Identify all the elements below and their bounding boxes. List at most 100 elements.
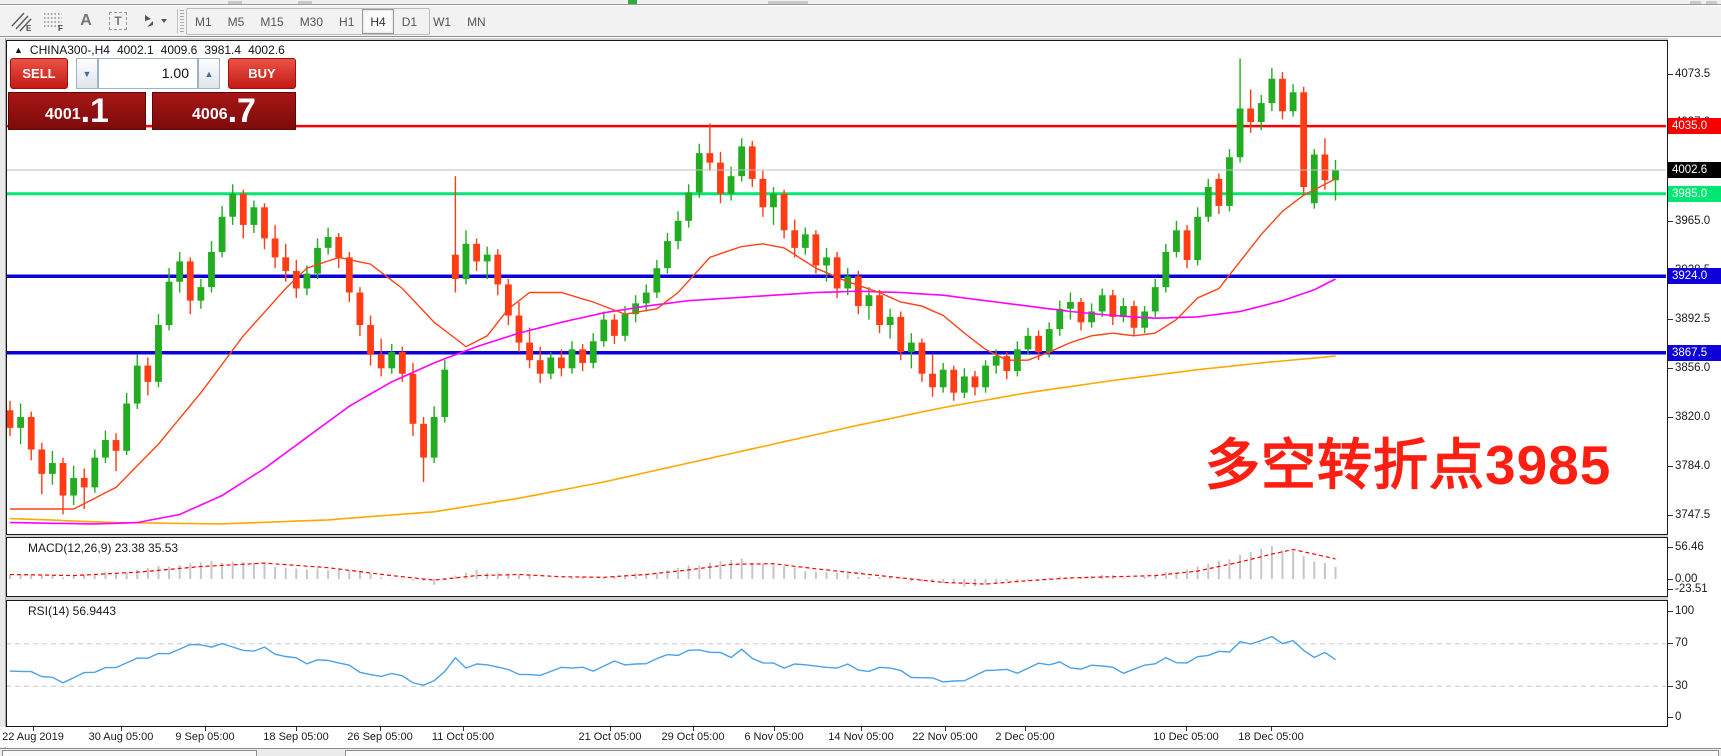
candle-body: [1098, 295, 1106, 312]
candle-body: [907, 342, 915, 353]
sliver-mark: [768, 1, 808, 4]
toolbar-separator: [177, 9, 178, 33]
date-label: 26 Sep 05:00: [347, 731, 413, 743]
candle-body: [939, 369, 947, 388]
candle-body: [801, 234, 809, 248]
candle-body: [1321, 154, 1329, 181]
rsi-tick-70: 70: [1675, 637, 1688, 649]
candle-body: [1332, 169, 1339, 181]
tf-button-w1[interactable]: W1: [433, 14, 452, 29]
macd-pane[interactable]: [6, 537, 1668, 597]
ohlc-low: 3981.4: [204, 43, 242, 57]
axis-tick-mark: [1668, 643, 1673, 644]
candle-body: [515, 315, 523, 343]
candle-body: [918, 342, 926, 374]
candle-body: [1236, 108, 1244, 158]
volume-input[interactable]: 1.00: [98, 58, 198, 89]
tf-button-m15[interactable]: M15: [260, 14, 284, 29]
buy-button[interactable]: BUY: [228, 58, 296, 89]
candle-body: [409, 373, 417, 424]
candle-body: [770, 193, 777, 208]
candle-body: [208, 251, 215, 288]
candle-body: [1056, 308, 1064, 330]
candle-body: [791, 230, 799, 248]
time-axis[interactable]: 22 Aug 2019 30 Aug 05:00 9 Sep 05:00 18 Sep…: [0, 727, 1721, 747]
candle-body: [929, 373, 936, 388]
fibonacci-retracement-icon[interactable]: F: [40, 8, 68, 34]
sliver-mark: [228, 1, 242, 4]
tf-button-m1[interactable]: M1: [195, 14, 212, 29]
sliver-green-icon: [628, 0, 637, 4]
candle-body: [547, 357, 555, 374]
svg-text:F: F: [58, 24, 63, 32]
axis-tick-mark: [1668, 515, 1673, 516]
timeframe-group: M1 M5 M15 M30 H1 H4 D1 W1 MN: [186, 8, 486, 35]
tf-button-d1[interactable]: D1: [401, 14, 418, 29]
text-label-icon[interactable]: T: [104, 8, 132, 34]
volume-decrease-button[interactable]: ▼: [76, 58, 98, 89]
candle-body: [1024, 335, 1032, 350]
price-scale-column[interactable]: [1668, 38, 1721, 747]
date-label: 10 Dec 05:00: [1153, 731, 1219, 743]
candle-body: [1003, 356, 1011, 372]
candle-body: [568, 349, 576, 369]
candle-body: [7, 410, 14, 428]
svg-text:E: E: [26, 24, 32, 32]
sell-button[interactable]: SELL: [10, 58, 68, 89]
date-tick-mark: [693, 727, 694, 731]
toolbar-drag-handle[interactable]: [180, 10, 184, 32]
candle-body: [558, 357, 565, 369]
buy-price-main: 4006: [192, 106, 228, 123]
candle-body: [674, 220, 682, 242]
candle-body: [155, 325, 162, 382]
candle-body: [462, 243, 470, 280]
axis-tick-mark: [1668, 368, 1673, 369]
date-label: 6 Nov 05:00: [744, 731, 804, 743]
price-line-label-3985.0: 3985.0: [1668, 186, 1721, 202]
buy-price-frac: .7: [227, 92, 256, 130]
axis-tick-mark: [1668, 466, 1673, 467]
axis-tick-mark: [1668, 579, 1673, 580]
tf-button-m30[interactable]: M30: [299, 14, 324, 29]
toolbar: E F A T M1 M5 M15 M30 H1 H4 D1 W1 MN: [0, 6, 1721, 37]
volume-increase-button[interactable]: ▲: [198, 58, 220, 89]
date-tick-mark: [861, 727, 862, 731]
ma-mid-line: [9, 278, 1336, 525]
equidistant-channel-icon[interactable]: E: [8, 8, 36, 34]
candle-body: [59, 463, 67, 496]
sell-price-display[interactable]: 4001 .1: [8, 92, 146, 130]
collapse-panel-icon[interactable]: ▲: [14, 45, 23, 55]
candle-body: [218, 216, 226, 252]
candle-body: [250, 207, 258, 225]
rsi-pane[interactable]: [6, 600, 1668, 727]
date-tick-mark: [205, 727, 206, 731]
candle-body: [1300, 92, 1308, 187]
date-label: 11 Oct 05:00: [431, 731, 495, 743]
candle-body: [695, 153, 703, 193]
macd-tick-56.46: 56.46: [1675, 541, 1704, 553]
arrows-icon[interactable]: [136, 8, 172, 34]
candle-body: [706, 153, 714, 163]
tf-button-h1[interactable]: H1: [339, 14, 355, 29]
candle-body: [441, 369, 449, 418]
price-tick-3747.5: 3747.5: [1675, 509, 1711, 521]
main-chart-layer: [7, 58, 1666, 525]
tf-button-h4[interactable]: H4: [362, 9, 394, 34]
text-icon[interactable]: A: [80, 12, 92, 29]
macd-label: MACD(12,26,9) 23.38 35.53: [28, 541, 179, 555]
buy-price-display[interactable]: 4006 .7: [152, 92, 296, 130]
candle-body: [197, 287, 205, 301]
tf-button-m5[interactable]: M5: [227, 14, 245, 29]
axis-tick-mark: [1668, 717, 1673, 718]
candle-body: [229, 193, 237, 217]
candle-body: [292, 270, 300, 289]
candle-body: [632, 303, 640, 315]
axis-tick-mark: [1668, 74, 1673, 75]
rsi-tick-100: 100: [1675, 605, 1695, 617]
tf-button-mn[interactable]: MN: [467, 14, 486, 29]
date-label: 21 Oct 05:00: [578, 731, 642, 743]
candle-body: [1141, 311, 1149, 328]
ohlc-open: 4002.1: [116, 43, 154, 57]
axis-tick-mark: [1668, 417, 1673, 418]
